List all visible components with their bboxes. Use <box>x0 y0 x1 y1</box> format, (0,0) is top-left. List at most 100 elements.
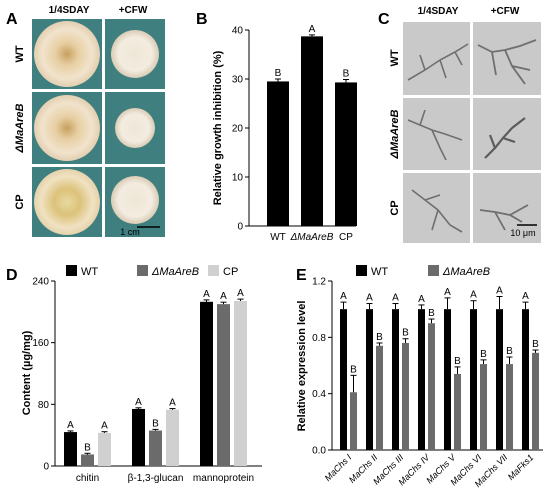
chart-d-bar <box>217 304 230 466</box>
chart-b-x-tick-label: ΔMaAreB <box>290 232 334 243</box>
chart-e-bar <box>428 323 435 450</box>
chart-e-significance-letter: A <box>392 293 399 304</box>
chart-e-bar <box>480 364 487 450</box>
chart-d-bar <box>98 432 111 466</box>
panel-a-col-header-1: 1/4SDAY <box>49 5 90 16</box>
panel-c-micrographs <box>403 22 541 243</box>
panel-letter-d: D <box>6 267 18 284</box>
chart-e-bar <box>454 373 461 450</box>
chart-d-y-tick-label: 80 <box>38 400 50 411</box>
chart-e-significance-letter: B <box>350 364 357 375</box>
chart-d-significance-letter: A <box>203 289 210 300</box>
panel-a-row-label-cp: CP <box>14 194 26 209</box>
chart-d-y-tick-label: 240 <box>32 277 49 288</box>
chart-d-significance-letter: A <box>237 288 244 299</box>
chart-e-significance-letter: B <box>506 346 513 357</box>
chart-e-y-tick-label: 1.2 <box>312 277 326 288</box>
chart-d-legend-swatch <box>137 265 148 276</box>
chart-b-y-tick-label: 40 <box>232 26 244 37</box>
micrograph-cp-cfw <box>473 173 541 243</box>
chart-b-x-tick-label: WT <box>270 232 286 243</box>
chart-e-significance-letter: A <box>496 285 503 296</box>
chart-b-bar <box>335 82 357 227</box>
panel-c-col-header-1: 1/4SDAY <box>418 6 459 17</box>
micrograph-wt-control <box>403 22 470 95</box>
chart-e-significance-letter: B <box>454 356 461 367</box>
chart-d-significance-letter: B <box>152 418 159 429</box>
chart-d-significance-letter: A <box>169 398 176 409</box>
chart-b-bar <box>301 36 323 227</box>
chart-d-bar <box>81 454 94 466</box>
micrograph-wt-cfw <box>473 22 541 95</box>
micrograph-mutant-control <box>403 98 470 170</box>
chart-b-bar <box>267 81 289 226</box>
chart-b-y-tick-label: 20 <box>232 124 244 135</box>
chart-e-bar <box>340 309 347 450</box>
chart-d-x-tick-label: mannoprotein <box>193 473 254 484</box>
chart-e-legend-swatch <box>428 265 439 276</box>
chart-e-y-tick-label: 0.0 <box>312 446 326 457</box>
chart-e-significance-letter: A <box>340 291 347 302</box>
panel-c-col-header-2: +CFW <box>491 6 520 17</box>
chart-e-significance-letter: A <box>418 294 425 305</box>
chart-e-bar <box>522 309 529 450</box>
chart-d-legend-label: WT <box>81 266 98 278</box>
panel-letter-c: C <box>378 11 390 28</box>
chart-b-significance-letter: B <box>343 68 350 79</box>
chart-e-significance-letter: A <box>522 291 529 302</box>
chart-d-y-tick-label: 160 <box>32 338 49 349</box>
chart-e-bar <box>496 309 503 450</box>
colony-cp-control <box>34 169 100 235</box>
chart-e-significance-letter: B <box>532 339 539 350</box>
chart-d-x-tick-label: chitin <box>76 473 99 484</box>
chart-e-bar <box>506 364 513 450</box>
panel-c-row-label-cp: CP <box>389 200 401 215</box>
panel-letter-b: B <box>196 11 208 28</box>
chart-e-bar <box>350 392 357 450</box>
chart-d-significance-letter: B <box>84 442 91 453</box>
chart-d-significance-letter: A <box>135 397 142 408</box>
colony-wt-cfw <box>111 30 159 78</box>
colony-mutant-cfw <box>115 108 155 148</box>
chart-e-bar <box>392 309 399 450</box>
chart-e-bar <box>418 309 425 450</box>
chart-d-x-tick-label: β-1,3-glucan <box>128 473 184 484</box>
chart-e-significance-letter: B <box>402 328 409 339</box>
chart-d-bar <box>132 408 145 466</box>
chart-b-significance-letter: B <box>275 68 282 79</box>
chart-b-x-tick-label: CP <box>339 232 353 243</box>
chart-d-legend-label: ΔMaAreB <box>151 266 199 278</box>
chart-d-significance-letter: A <box>67 420 74 431</box>
chart-e-significance-letter: B <box>428 308 435 319</box>
chart-b-y-tick-label: 30 <box>232 75 244 86</box>
panel-a-plates <box>32 19 165 237</box>
chart-d-legend-swatch <box>208 265 219 276</box>
colony-mutant-control <box>34 95 100 161</box>
chart-b-y-tick-label: 10 <box>232 173 244 184</box>
chart-d-legend-swatch <box>66 265 77 276</box>
chart-e-bar <box>470 309 477 450</box>
colony-wt-control <box>34 21 100 87</box>
chart-e-x-tick-label: MaFks1 <box>506 452 536 482</box>
chart-e-bar <box>402 342 409 450</box>
chart-d-bar <box>149 430 162 466</box>
chart-d-significance-letter: A <box>101 421 108 432</box>
chart-e-significance-letter: B <box>376 332 383 343</box>
chart-e-y-axis-label: Relative expression level <box>296 301 308 432</box>
chart-b-significance-letter: A <box>309 24 316 35</box>
chart-e-y-tick-label: 0.8 <box>312 333 326 344</box>
chart-d-y-tick-label: 0 <box>43 462 49 473</box>
chart-d-bar <box>200 301 213 466</box>
panel-a-row-label-mutant: ΔMaAreB <box>14 103 26 153</box>
panel-c-scale-label: 10 μm <box>510 228 535 238</box>
panel-a-scale-label: 1 cm <box>120 227 140 237</box>
chart-e-legend-swatch <box>356 265 367 276</box>
chart-d-legend-label: CP <box>223 266 238 278</box>
chart-e-significance-letter: A <box>444 287 451 298</box>
chart-d-significance-letter: A <box>220 291 227 302</box>
chart-e-significance-letter: A <box>470 290 477 301</box>
chart-e-bar <box>532 352 539 450</box>
